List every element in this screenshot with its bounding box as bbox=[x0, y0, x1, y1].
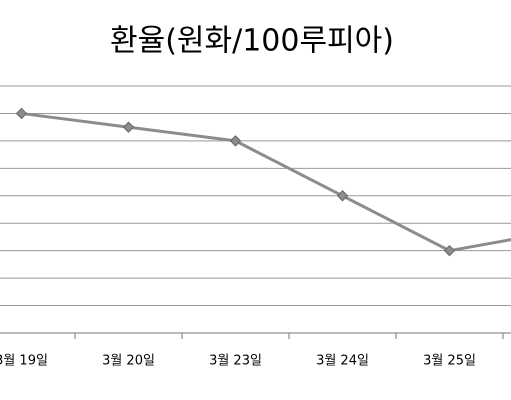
chart-title: 환율(원화/100루피아) bbox=[110, 24, 394, 59]
data-point bbox=[15, 107, 28, 120]
data-point bbox=[336, 190, 349, 202]
x-tick-label: 3월 20일 bbox=[102, 354, 155, 369]
data-point bbox=[443, 244, 456, 257]
x-tick-label: 3월 23일 bbox=[209, 354, 262, 369]
x-tick-label: 3월 19일 bbox=[0, 354, 48, 369]
data-point bbox=[229, 135, 242, 147]
data-point bbox=[122, 121, 135, 133]
series-line bbox=[21, 111, 511, 253]
x-tick-label: 3월 25일 bbox=[423, 354, 476, 369]
x-tick-label: 3월 24일 bbox=[316, 354, 369, 369]
